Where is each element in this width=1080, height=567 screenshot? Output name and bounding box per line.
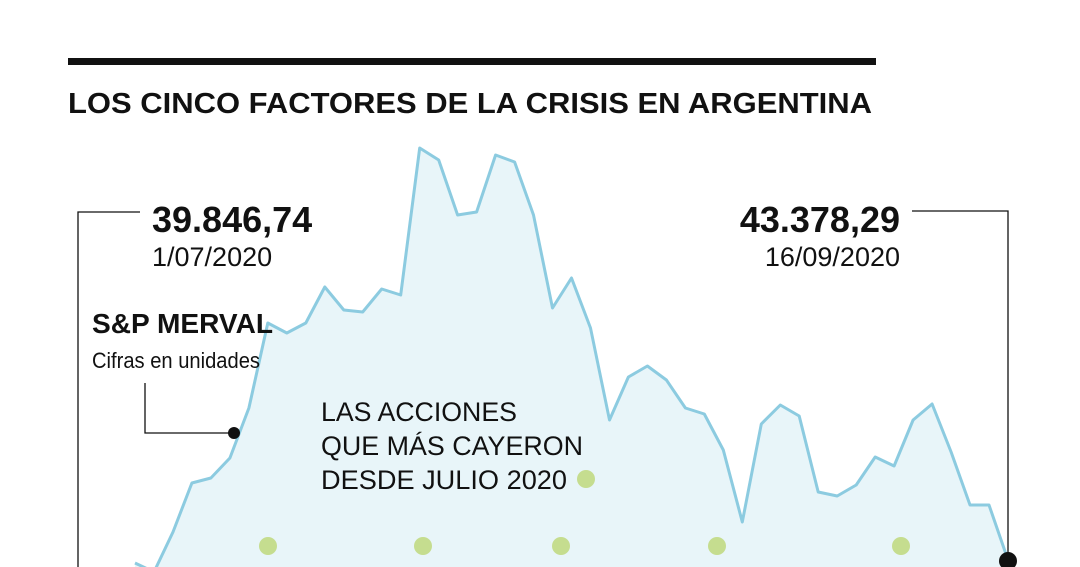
end-dot [999, 552, 1017, 567]
end-date: 16/09/2020 [765, 242, 900, 272]
dot [414, 537, 432, 555]
note-line: QUE MÁS CAYERON [321, 431, 583, 461]
dot [577, 470, 595, 488]
series-name: S&P MERVAL [92, 308, 273, 339]
leader-start [77, 211, 140, 567]
area [135, 148, 1008, 567]
line [134, 146, 1010, 567]
top-rule [68, 58, 876, 65]
start-value: 39.846,74 [152, 199, 312, 240]
note-line: DESDE JULIO 2020 [321, 465, 567, 495]
leader-series [144, 383, 233, 434]
dot [708, 537, 726, 555]
leader-end [912, 210, 1009, 560]
chart-title: LOS CINCO FACTORES DE LA CRISIS EN ARGEN… [68, 88, 872, 120]
series-dot [228, 427, 240, 439]
dot [892, 537, 910, 555]
dot [259, 537, 277, 555]
plot [134, 146, 1010, 567]
note-line: LAS ACCIONES [321, 397, 517, 427]
start-date: 1/07/2020 [152, 242, 272, 272]
subtitle: Cifras en unidades [92, 348, 260, 373]
end-value: 43.378,29 [740, 199, 900, 240]
dot [552, 537, 570, 555]
markers [259, 470, 910, 555]
